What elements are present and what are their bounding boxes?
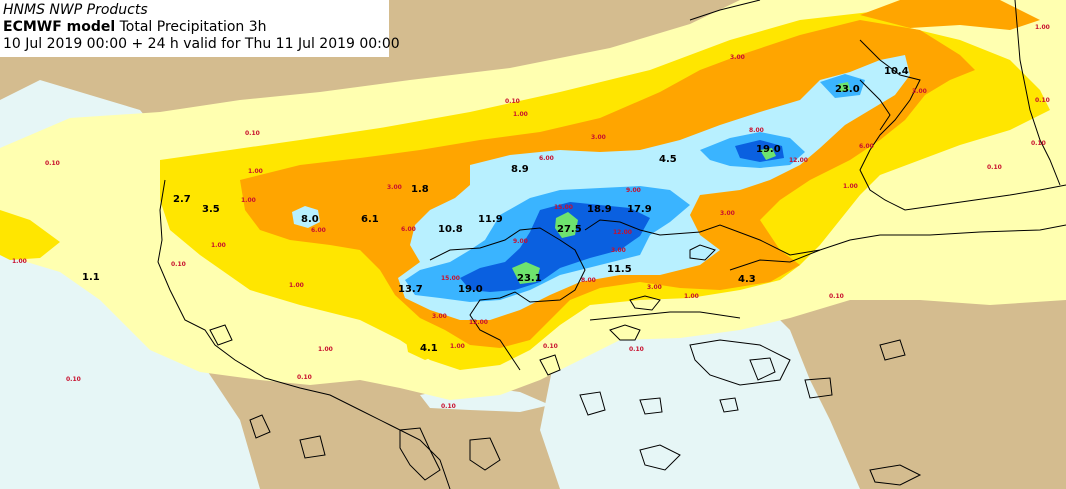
contour-level-label: 3.00 (647, 284, 662, 291)
max-value-label: 10.8 (438, 224, 463, 235)
contour-level-label: 0.10 (1031, 140, 1046, 147)
contour-level-label: 1.00 (248, 168, 263, 175)
max-value-label: 4.1 (420, 343, 438, 354)
max-value-label: 19.0 (756, 144, 781, 155)
max-value-label: 23.0 (835, 84, 860, 95)
contour-level-label: 9.00 (626, 187, 641, 194)
contour-level-label: 9.00 (513, 238, 528, 245)
contour-level-label: 1.00 (843, 183, 858, 190)
map-header: HNMS NWP Products ECMWF model Total Prec… (0, 0, 400, 57)
contour-level-label: 0.10 (987, 164, 1002, 171)
model-line: ECMWF model Total Precipitation 3h (3, 19, 386, 36)
contour-level-label: 1.00 (12, 258, 27, 265)
max-value-label: 3.5 (202, 204, 220, 215)
precip-20-plus (512, 82, 850, 284)
contour-level-label: 0.10 (66, 376, 81, 383)
max-value-label: 23.1 (517, 273, 542, 284)
contour-level-label: 3.00 (730, 54, 745, 61)
contour-level-label: 1.00 (318, 346, 333, 353)
contour-level-label: 0.10 (245, 130, 260, 137)
contour-level-label: 1.00 (450, 343, 465, 350)
valid-time: 10 Jul 2019 00:00 + 24 h valid for Thu 1… (3, 36, 400, 52)
max-value-label: 19.0 (458, 284, 483, 295)
contour-level-label: 3.00 (432, 313, 447, 320)
contour-level-label: 0.10 (505, 98, 520, 105)
max-value-label: 4.5 (659, 154, 677, 165)
field-name: Total Precipitation 3h (119, 19, 267, 35)
contour-level-label: 0.10 (45, 160, 60, 167)
max-value-label: 8.9 (511, 164, 529, 175)
contour-level-label: 3.00 (912, 88, 927, 95)
coastlines-and-borders (157, 0, 1066, 489)
contour-level-label: 1.00 (211, 242, 226, 249)
contour-level-label: 12.00 (613, 229, 632, 236)
max-value-label: 4.3 (738, 274, 756, 285)
max-value-label: 8.0 (301, 214, 319, 225)
contour-level-label: 8.00 (581, 277, 596, 284)
max-value-label: 18.9 (587, 204, 612, 215)
contour-level-label: 0.10 (829, 293, 844, 300)
contour-level-label: 6.00 (311, 227, 326, 234)
contour-level-label: 6.00 (539, 155, 554, 162)
contour-level-label: 15.00 (441, 275, 460, 282)
contour-level-label: 6.00 (401, 226, 416, 233)
contour-level-label: 3.00 (387, 184, 402, 191)
model-name: ECMWF model (3, 19, 116, 35)
contour-level-label: 3.00 (720, 210, 735, 217)
product-title: HNMS NWP Products (3, 2, 148, 18)
contour-level-label: 15.00 (554, 204, 573, 211)
max-value-label: 11.9 (478, 214, 503, 225)
max-value-label: 11.5 (607, 264, 632, 275)
max-value-label: 2.7 (173, 194, 191, 205)
contour-level-label: 1.00 (1035, 24, 1050, 31)
contour-level-label: 1.00 (289, 282, 304, 289)
contour-level-label: 1.00 (684, 293, 699, 300)
max-value-label: 10.4 (884, 66, 909, 77)
max-value-label: 17.9 (627, 204, 652, 215)
contour-level-label: 0.10 (171, 261, 186, 268)
contour-level-label: 8.00 (749, 127, 764, 134)
contour-level-label: 0.10 (297, 374, 312, 381)
contour-level-label: 0.10 (1035, 97, 1050, 104)
contour-level-label: 0.10 (441, 403, 456, 410)
max-value-label: 13.7 (398, 284, 423, 295)
max-value-label: 27.5 (557, 224, 582, 235)
contour-level-label: 3.00 (611, 247, 626, 254)
contour-level-label: 3.00 (591, 134, 606, 141)
max-value-label: 6.1 (361, 214, 379, 225)
max-value-label: 1.1 (82, 272, 100, 283)
contour-level-label: 0.10 (629, 346, 644, 353)
contour-level-label: 12.00 (469, 319, 488, 326)
contour-level-label: 12.00 (789, 157, 808, 164)
contour-level-label: 0.10 (543, 343, 558, 350)
max-value-label: 1.8 (411, 184, 429, 195)
contour-level-label: 1.00 (513, 111, 528, 118)
contour-level-label: 1.00 (241, 197, 256, 204)
contour-level-label: 6.00 (859, 143, 874, 150)
